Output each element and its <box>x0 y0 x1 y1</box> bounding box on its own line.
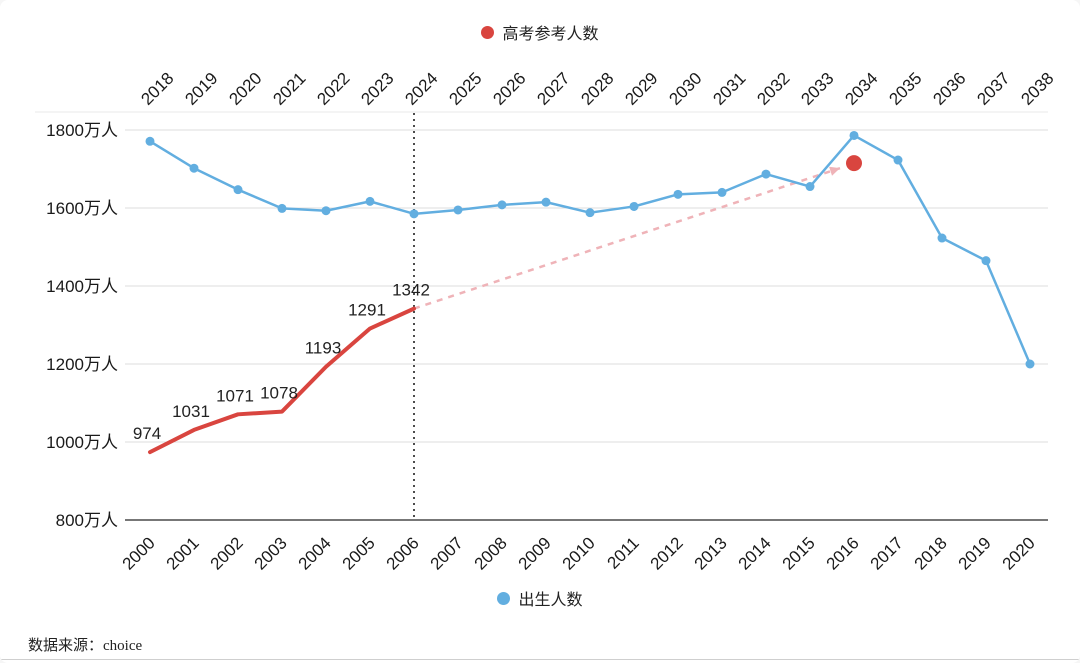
y-tick-label: 1400万人 <box>46 277 118 296</box>
series-marker <box>717 187 727 197</box>
series-marker <box>585 208 595 218</box>
legend-bottom-label: 出生人数 <box>518 592 583 609</box>
series-marker <box>805 182 815 192</box>
top-axis-label: 2023 <box>357 69 397 109</box>
data-label: 1342 <box>392 281 430 300</box>
bottom-axis-label: 2016 <box>823 533 863 573</box>
series-marker <box>145 136 155 146</box>
series-marker <box>629 201 639 211</box>
data-source-text: 数据来源：choice <box>28 638 143 654</box>
top-axis-label: 2029 <box>621 69 661 109</box>
series-marker <box>497 200 507 210</box>
series-marker <box>1025 359 1035 369</box>
series-marker <box>761 169 771 179</box>
top-axis-label: 2035 <box>885 69 925 109</box>
bottom-axis-label: 2018 <box>911 533 951 573</box>
y-tick-label: 1800万人 <box>46 121 118 140</box>
series-marker <box>409 209 419 219</box>
data-label: 1031 <box>172 402 210 421</box>
y-tick-label: 800万人 <box>56 511 118 530</box>
top-axis-label: 2038 <box>1017 69 1057 109</box>
bottom-axis-label: 2002 <box>207 533 247 573</box>
series-marker <box>365 196 375 206</box>
y-tick-label: 1200万人 <box>46 355 118 374</box>
bottom-divider <box>0 659 1080 660</box>
bottom-axis-label: 2011 <box>604 533 643 572</box>
bottom-axis-label: 2013 <box>691 533 731 573</box>
bottom-axis-label: 2019 <box>955 533 995 573</box>
series-marker <box>673 189 683 199</box>
top-axis-label: 2018 <box>137 69 177 109</box>
top-axis-label: 2028 <box>577 69 617 109</box>
bottom-axis-label: 2014 <box>735 533 775 573</box>
legend-top-label: 高考参考人数 <box>502 26 599 43</box>
bottom-axis-label: 2004 <box>295 533 335 573</box>
top-axis-label: 2032 <box>753 69 793 109</box>
series-line-高考参考人数 <box>148 306 416 455</box>
projection-dashed-line <box>413 166 841 310</box>
top-axis-label: 2034 <box>841 69 881 109</box>
data-label: 1078 <box>260 384 298 403</box>
bottom-axis-label: 2005 <box>339 533 379 573</box>
series-marker <box>849 130 859 140</box>
highlight-dot <box>846 155 862 172</box>
top-axis-label: 2027 <box>533 69 573 109</box>
series-marker <box>321 206 331 216</box>
legend-blue-dot-icon <box>497 591 511 605</box>
bottom-axis-label: 2006 <box>383 533 423 573</box>
series-marker <box>189 163 199 173</box>
y-tick-label: 1000万人 <box>46 433 118 452</box>
top-axis-label: 2020 <box>225 69 265 109</box>
legend-top: 高考参考人数 <box>0 20 1080 44</box>
series-marker <box>277 203 287 213</box>
data-label: 1291 <box>348 301 386 320</box>
top-axis-label: 2021 <box>269 69 309 109</box>
top-axis-label: 2019 <box>181 69 221 109</box>
bottom-axis-label: 2015 <box>779 533 819 573</box>
bottom-axis-label: 2007 <box>427 533 467 573</box>
series-marker <box>233 185 243 195</box>
series-marker <box>937 233 947 243</box>
bottom-axis-label: 2012 <box>647 533 687 573</box>
bottom-axis-label: 2000 <box>119 533 159 573</box>
top-axis-label: 2025 <box>445 69 485 109</box>
top-axis-label: 2030 <box>665 69 705 109</box>
bottom-axis-label: 2003 <box>251 533 291 573</box>
bottom-axis-label: 2008 <box>471 533 511 573</box>
data-label: 1193 <box>305 339 342 358</box>
series-marker <box>541 197 551 207</box>
top-axis-label: 2033 <box>797 69 837 109</box>
top-axis-label: 2026 <box>489 69 529 109</box>
top-axis-label: 2022 <box>313 69 353 109</box>
series-marker <box>893 155 903 165</box>
top-axis-label: 2031 <box>709 69 749 109</box>
top-axis-label: 2024 <box>401 69 441 109</box>
bottom-axis-label: 2009 <box>515 533 555 573</box>
bottom-axis-label: 2020 <box>999 533 1039 573</box>
bottom-axis-label: 2001 <box>163 533 203 573</box>
legend-bottom: 出生人数 <box>0 586 1080 610</box>
projection-arrowhead-icon <box>829 166 840 176</box>
data-label: 974 <box>133 424 161 443</box>
top-axis-label: 2036 <box>929 69 969 109</box>
top-axis-label: 2037 <box>973 69 1013 109</box>
series-marker <box>453 205 463 215</box>
data-label: 1071 <box>216 386 254 405</box>
y-tick-label: 1600万人 <box>46 199 118 218</box>
bottom-axis-label: 2010 <box>559 533 599 573</box>
legend-red-dot-icon <box>481 25 495 39</box>
series-marker <box>981 256 991 266</box>
data-source-note: 数据来源：choice <box>28 634 142 655</box>
bottom-axis-label: 2017 <box>867 533 907 573</box>
